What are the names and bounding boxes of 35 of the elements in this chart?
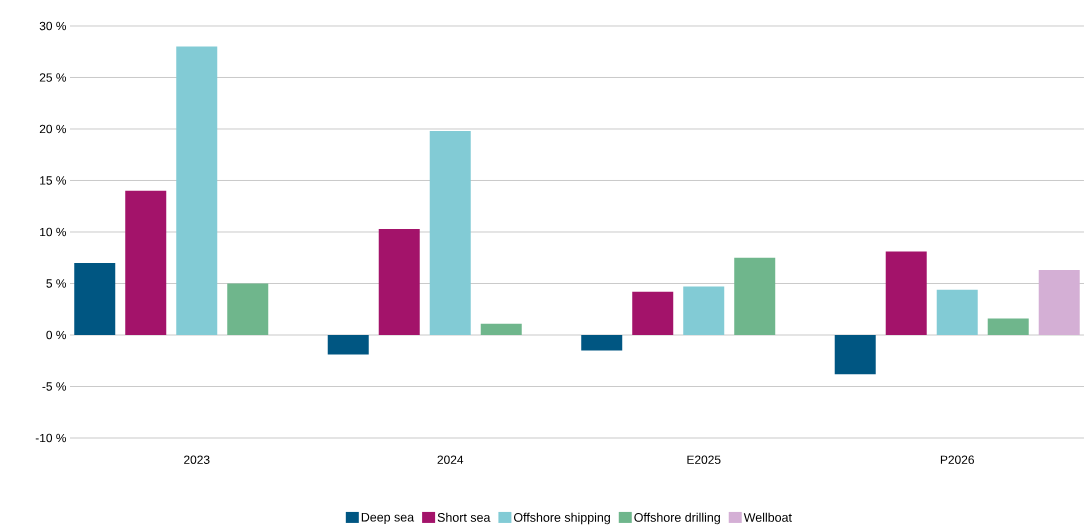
bar: [480, 323, 522, 335]
y-tick-label: 15 %: [40, 176, 67, 185]
legend-label: Offshore shipping: [513, 512, 610, 525]
legend-label: Offshore drilling: [634, 512, 720, 525]
bar: [987, 318, 1029, 335]
y-tick-label: -5 %: [42, 382, 67, 391]
bar: [632, 291, 674, 335]
legend-label: Deep sea: [361, 512, 415, 525]
y-tick-label: 10 %: [40, 227, 67, 237]
y-tick-label: 20 %: [39, 124, 67, 134]
bar: [74, 262, 116, 335]
bar: [683, 286, 725, 335]
y-tick-label: -10 %: [35, 433, 67, 443]
bar: [227, 283, 269, 335]
legend-label: Wellboat: [743, 512, 792, 522]
x-tick-label: 2024: [437, 455, 464, 464]
x-tick-label: P2026: [940, 455, 974, 464]
bar: [176, 46, 218, 335]
x-tick-label: 2023: [184, 455, 210, 464]
bar: [429, 131, 471, 335]
legend-label: Short sea: [437, 512, 491, 522]
bar: [936, 289, 978, 335]
x-tick-label: E2025: [687, 455, 721, 464]
y-tick-label: 25 %: [39, 73, 67, 82]
bar: [834, 335, 876, 375]
bar: [885, 251, 927, 335]
bar: [581, 335, 623, 351]
bar: [125, 190, 167, 335]
y-tick-label: 5 %: [46, 279, 67, 288]
y-tick-label: 30 %: [39, 21, 67, 31]
bar: [327, 335, 369, 355]
y-tick-label: 0 %: [46, 330, 67, 340]
bar: [734, 257, 776, 335]
bar: [378, 228, 420, 335]
bar: [1038, 270, 1080, 335]
